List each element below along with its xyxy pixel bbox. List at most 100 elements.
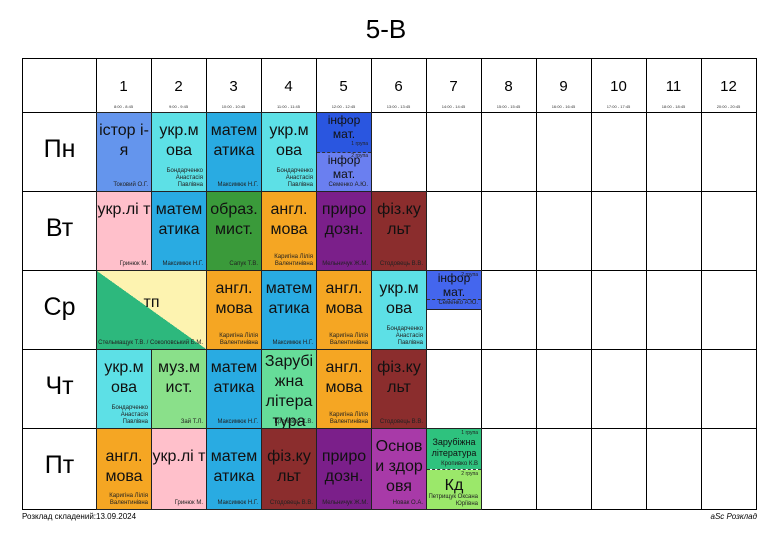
period-header-4: 4 11:00 - 11:45 — [261, 59, 316, 112]
lesson-tue-1[interactable]: укр.лі т Гринюк М. — [96, 191, 152, 271]
period-header-1: 1 8:00 - 8:45 — [96, 59, 151, 112]
lesson-mon-2[interactable]: укр.м ова Бондарченко Анастасія Павлівна — [151, 112, 207, 192]
period-header-10: 10 17:00 - 17:45 — [591, 59, 646, 112]
lesson-group-label: 2 група — [461, 471, 478, 477]
lesson-tue-4[interactable]: англ. мова Каригіна Лілія Валентинівна — [261, 191, 317, 271]
lesson-teacher: Семенко А.Ю. — [438, 300, 478, 306]
lesson-thu-1[interactable]: укр.м ова Бондарченко Анастасія Павлівна — [96, 349, 152, 429]
period-time: 17:00 - 17:45 — [606, 104, 631, 109]
lesson-group-label: 1 група — [351, 141, 368, 147]
lesson-fri-1[interactable]: англ. мова Каригіна Лілія Валентинівна — [96, 428, 152, 510]
lesson-subject: укр.м ова — [379, 280, 419, 317]
period-number: 2 — [174, 78, 183, 95]
lesson-tue-2[interactable]: матем атика Максимюк Н.Г. — [151, 191, 207, 271]
period-header-11: 11 18:00 - 18:45 — [646, 59, 701, 112]
lesson-subject: укр.лі т — [97, 201, 151, 218]
lesson-subject: англ. мова — [270, 201, 308, 238]
lesson-teacher: Каригіна Лілія Валентинівна — [274, 254, 313, 267]
period-time: 8:00 - 8:45 — [113, 104, 134, 109]
period-header-6: 6 13:00 - 13:45 — [371, 59, 426, 112]
period-time: 14:00 - 14:45 — [441, 104, 466, 109]
lesson-teacher: Каригіна Лілія Валентинівна — [329, 412, 368, 425]
lesson-subject: укр.м ова — [104, 359, 144, 396]
lesson-fri-2[interactable]: укр.лі т Гринюк М. — [151, 428, 207, 510]
lesson-subject: фіз.ку льт — [377, 201, 421, 238]
lesson-tue-5[interactable]: приро дозн. Мельничук Ж.М. — [316, 191, 372, 271]
lesson-teacher: Сапук Т.В. — [229, 261, 258, 267]
lesson-subject: фіз.ку льт — [377, 359, 421, 396]
lesson-teacher: Максимюк Н.Г. — [162, 261, 203, 267]
lesson-teacher: Каригіна Лілія Валентинівна — [219, 333, 258, 346]
lesson-subject: англ. мова — [105, 448, 143, 485]
period-time: 18:00 - 18:45 — [661, 104, 686, 109]
lesson-thu-2[interactable]: муз.м ист. Зай Т.Л. — [151, 349, 207, 429]
lesson-thu-6[interactable]: фіз.ку льт Стодовець В.В. — [371, 349, 427, 429]
lesson-wed-4[interactable]: матем атика Максимюк Н.Г. — [261, 270, 317, 350]
lesson-fri-6[interactable]: Основ и здор овя Новак О.А. — [371, 428, 427, 510]
lesson-subject: матем атика — [210, 122, 258, 159]
period-header-2: 2 9:00 - 9:45 — [151, 59, 206, 112]
lesson-fri-4[interactable]: фіз.ку льт Стодовець В.В. — [261, 428, 317, 510]
lesson-subject: Основ и здор овя — [375, 438, 423, 495]
lesson-teacher-group1: Кропивко К.В — [441, 461, 478, 467]
lesson-tue-6[interactable]: фіз.ку льт Стодовець В.В. — [371, 191, 427, 271]
lesson-mon-5-split[interactable]: інфор мат. 1 група інфор мат. 2 група Се… — [316, 112, 372, 192]
period-number: 9 — [559, 78, 568, 95]
lesson-subject: матем атика — [210, 448, 258, 485]
lesson-teacher: Бондарченко Анастасія Павлівна — [111, 405, 148, 425]
lesson-teacher: Токовий О.Г. — [113, 182, 148, 188]
lesson-wed-3[interactable]: англ. мова Каригіна Лілія Валентинівна — [206, 270, 262, 350]
lesson-subject: укр.лі т — [152, 448, 206, 465]
lesson-teacher: Максимюк Н.Г. — [217, 419, 258, 425]
lesson-wed-1-2[interactable]: тп Стельмащук Т.В. / Соколовський Б.М. — [96, 270, 207, 350]
lesson-teacher: Гринюк М. — [174, 500, 203, 506]
lesson-thu-4[interactable]: Зарубі жна літера тура Кропивко К.В. — [261, 349, 317, 429]
lesson-fri-7-split[interactable]: 1 група Зарубіжна література Кропивко К.… — [426, 428, 482, 510]
lesson-wed-7-group2[interactable]: інфор мат. 2 група Семенко А.Ю. — [426, 270, 482, 310]
period-header-12: 12 20:00 - 20:45 — [701, 59, 756, 112]
lesson-subject-group2: Кд — [444, 477, 464, 494]
lesson-thu-5[interactable]: англ. мова Каригіна Лілія Валентинівна — [316, 349, 372, 429]
lesson-mon-4[interactable]: укр.м ова Бондарченко Анастасія Павлівна — [261, 112, 317, 192]
lesson-fri-3[interactable]: матем атика Максимюк Н.Г. — [206, 428, 262, 510]
lesson-subject: Зарубі жна літера тура — [264, 353, 314, 429]
day-label-wed: Ср — [43, 293, 76, 321]
lesson-subject: образ. мист. — [210, 201, 258, 238]
lesson-fri-5[interactable]: приро дозн. Мельничук Ж.М. — [316, 428, 372, 510]
lesson-teacher: Кропивко К.В. — [274, 419, 313, 425]
period-header-8: 8 15:00 - 15:45 — [481, 59, 536, 112]
lesson-teacher: Стодовець В.В. — [269, 500, 313, 506]
lesson-teacher: Петрищук Оксана Юріївна — [428, 494, 478, 507]
lesson-subject: матем атика — [265, 280, 313, 317]
period-time: 13:00 - 13:45 — [386, 104, 411, 109]
period-header-3: 3 10:00 - 10:45 — [206, 59, 261, 112]
lesson-wed-6[interactable]: укр.м ова Бондарченко Анастасія Павлівна — [371, 270, 427, 350]
lesson-teacher: Гринюк М. — [119, 261, 148, 267]
lesson-teacher: Семенко А.Ю. — [328, 182, 368, 188]
lesson-teacher: Стельмащук Т.В. / Соколовський Б.М. — [98, 340, 203, 346]
lesson-subject-group1: інфор мат. — [327, 113, 361, 141]
lesson-mon-1[interactable]: істор­ і­ я Токовий О.Г. — [96, 112, 152, 192]
lesson-teacher: Бондарченко Анастасія Павлівна — [276, 168, 313, 188]
lesson-teacher: Бондарченко Анастасія Павлівна — [166, 168, 203, 188]
period-time: 12:00 - 12:45 — [331, 104, 356, 109]
lesson-thu-3[interactable]: матем атика Максимюк Н.Г. — [206, 349, 262, 429]
period-number: 7 — [449, 78, 458, 95]
lesson-mon-3[interactable]: матем атика Максимюк Н.Г. — [206, 112, 262, 192]
lesson-teacher: Бондарченко Анастасія Павлівна — [386, 326, 423, 346]
period-time: 11:00 - 11:45 — [277, 104, 300, 109]
lesson-wed-5[interactable]: англ. мова Каригіна Лілія Валентинівна — [316, 270, 372, 350]
lesson-tue-3[interactable]: образ. мист. Сапук Т.В. — [206, 191, 262, 271]
period-number: 5 — [339, 78, 348, 95]
day-label-thu: Чт — [45, 372, 74, 400]
period-header-9: 9 16:00 - 16:45 — [536, 59, 591, 112]
lesson-teacher: Максимюк Н.Г. — [217, 182, 258, 188]
period-number: 8 — [504, 78, 513, 95]
lesson-teacher: Мельничук Ж.М. — [322, 261, 368, 267]
lesson-subject: муз.м ист. — [158, 359, 200, 396]
day-label-tue: Вт — [45, 214, 74, 242]
lesson-subject: англ. мова — [325, 280, 363, 317]
lesson-subject: тп — [143, 294, 160, 311]
lesson-subject: матем атика — [210, 359, 258, 396]
timetable-grid: 1 8:00 - 8:45 2 9:00 - 9:45 3 10:00 - 10:45… — [22, 58, 757, 510]
